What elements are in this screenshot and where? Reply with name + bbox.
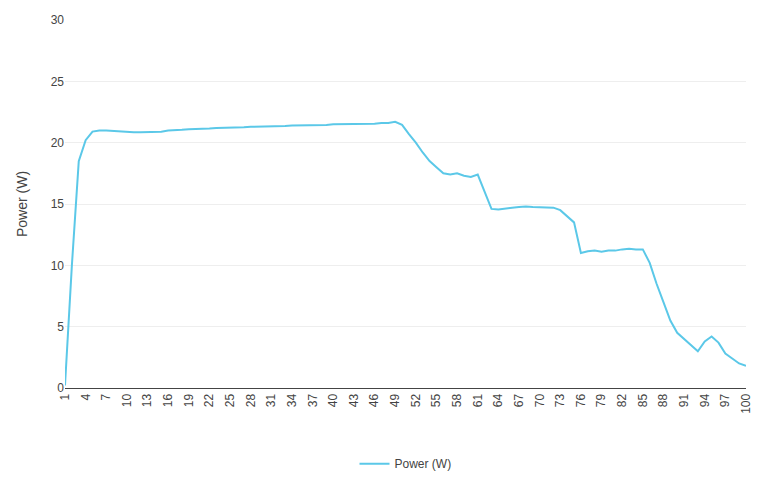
- svg-text:55: 55: [429, 393, 443, 407]
- svg-text:0: 0: [57, 381, 64, 395]
- svg-text:97: 97: [718, 393, 732, 407]
- svg-text:40: 40: [326, 393, 340, 407]
- svg-text:91: 91: [677, 393, 691, 407]
- svg-text:82: 82: [615, 393, 629, 407]
- svg-text:5: 5: [57, 320, 64, 334]
- svg-text:20: 20: [51, 136, 65, 150]
- svg-text:Power (W): Power (W): [395, 457, 452, 471]
- svg-text:4: 4: [79, 393, 93, 400]
- svg-text:31: 31: [264, 393, 278, 407]
- svg-text:15: 15: [51, 197, 65, 211]
- svg-text:100: 100: [739, 393, 753, 413]
- svg-text:43: 43: [347, 393, 361, 407]
- svg-text:88: 88: [656, 393, 670, 407]
- svg-text:34: 34: [285, 393, 299, 407]
- svg-text:13: 13: [140, 393, 154, 407]
- svg-text:67: 67: [512, 393, 526, 407]
- svg-text:22: 22: [202, 393, 216, 407]
- svg-text:7: 7: [99, 393, 113, 400]
- svg-text:70: 70: [533, 393, 547, 407]
- svg-text:94: 94: [698, 393, 712, 407]
- svg-text:Power (W): Power (W): [14, 171, 30, 237]
- svg-text:85: 85: [636, 393, 650, 407]
- svg-text:37: 37: [306, 393, 320, 407]
- svg-text:46: 46: [367, 393, 381, 407]
- svg-text:30: 30: [51, 13, 65, 27]
- svg-text:10: 10: [51, 259, 65, 273]
- svg-text:16: 16: [161, 393, 175, 407]
- svg-text:58: 58: [450, 393, 464, 407]
- svg-text:49: 49: [388, 393, 402, 407]
- svg-text:64: 64: [491, 393, 505, 407]
- svg-text:1: 1: [58, 393, 72, 400]
- svg-text:61: 61: [471, 393, 485, 407]
- svg-text:76: 76: [574, 393, 588, 407]
- svg-text:10: 10: [120, 393, 134, 407]
- svg-text:73: 73: [553, 393, 567, 407]
- svg-text:28: 28: [244, 393, 258, 407]
- svg-text:79: 79: [594, 393, 608, 407]
- svg-text:52: 52: [409, 393, 423, 407]
- svg-text:25: 25: [223, 393, 237, 407]
- svg-text:19: 19: [182, 393, 196, 407]
- svg-text:25: 25: [51, 75, 65, 89]
